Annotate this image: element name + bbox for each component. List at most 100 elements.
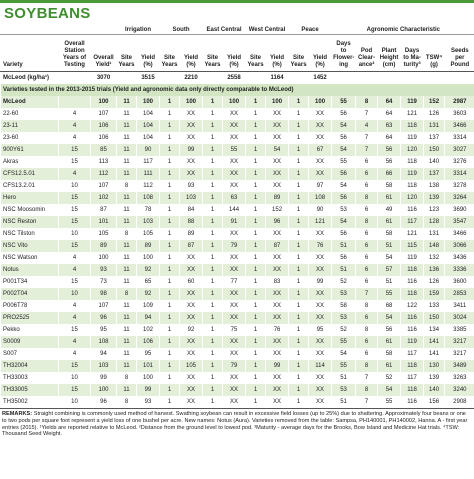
table-cell: XX (265, 132, 289, 144)
section-row: Varieties tested in the 2013-2015 trials… (0, 84, 474, 96)
table-cell: 53 (331, 384, 356, 396)
reference-label: McLeod (kg/ha¹) (0, 71, 91, 84)
table-cell: XX (179, 108, 203, 120)
table-cell: 119 (400, 252, 424, 264)
table-cell: 1 (245, 204, 266, 216)
table-cell: 4 (58, 132, 91, 144)
table-cell: 100 (265, 96, 289, 108)
table-cell: 1 (159, 120, 180, 132)
table-cell: 56 (377, 144, 401, 156)
reference-value: 2558 (222, 71, 246, 84)
table-cell: XX (222, 264, 246, 276)
table-cell: 108 (135, 192, 160, 204)
table-cell: XX (308, 264, 332, 276)
table-cell: 6 (355, 348, 378, 360)
table-cell: 99 (135, 384, 160, 396)
table-cell: 6 (355, 228, 378, 240)
table-cell: 11 (116, 216, 137, 228)
table-cell: 1 (202, 192, 223, 204)
table-cell: 1 (288, 348, 309, 360)
table-cell: 89 (135, 240, 160, 252)
table-cell: 1 (159, 336, 180, 348)
reference-value: 1164 (265, 71, 289, 84)
table-cell: XX (265, 168, 289, 180)
table-cell: 1 (245, 192, 266, 204)
table-cell: 1 (245, 288, 266, 300)
table-cell: 1 (245, 228, 266, 240)
table-cell: 1 (288, 396, 309, 408)
table-cell: 6 (355, 264, 378, 276)
table-cell: 121 (308, 216, 332, 228)
table-cell: 1 (159, 240, 180, 252)
table-cell: 11 (116, 360, 137, 372)
table-cell: 94 (135, 312, 160, 324)
table-cell: 1 (159, 156, 180, 168)
variety-name: TH35002 (0, 396, 59, 408)
table-cell: XX (265, 300, 289, 312)
table-cell: XX (308, 252, 332, 264)
table-cell: 3489 (444, 360, 474, 372)
empty-cell (355, 71, 378, 84)
table-cell: XX (179, 300, 203, 312)
variety-name: 22-60 (0, 108, 59, 120)
column-header: Site Years (159, 34, 180, 72)
table-cell: 1 (245, 216, 266, 228)
table-row: TH35002 10 96 8 93 1 XX 1 XX 1 XX 1 XX 51 7 55 116 156 290… (0, 396, 474, 408)
table-cell: 51 (377, 276, 401, 288)
column-header: Plant Height (cm) (377, 34, 401, 72)
table-cell: 1 (245, 396, 266, 408)
table-cell: 3264 (444, 192, 474, 204)
table-cell: 61 (377, 216, 401, 228)
variety-name: PRO2525 (0, 312, 59, 324)
reference-value: 1452 (308, 71, 332, 84)
table-cell: 11 (116, 276, 137, 288)
table-cell: XX (222, 336, 246, 348)
table-cell: 103 (179, 192, 203, 204)
table-cell: 126 (423, 108, 445, 120)
table-cell: 106 (90, 120, 117, 132)
table-cell: 65 (135, 276, 160, 288)
table-cell: 105 (135, 228, 160, 240)
table-cell: 57 (377, 264, 401, 276)
table-cell: 136 (423, 264, 445, 276)
table-cell: 6 (355, 252, 378, 264)
table-cell: 1 (159, 204, 180, 216)
table-cell: 88 (179, 216, 203, 228)
table-cell: 97 (308, 180, 332, 192)
table-cell: 1 (288, 96, 309, 108)
table-cell: XX (222, 180, 246, 192)
table-cell: 15 (58, 360, 91, 372)
table-cell: 101 (90, 216, 117, 228)
table-cell: 1 (202, 252, 223, 264)
table-cell: 1 (288, 180, 309, 192)
table-cell: 11 (116, 108, 137, 120)
table-cell: 112 (135, 180, 160, 192)
table-cell: 6 (355, 180, 378, 192)
table-cell: 11 (116, 132, 137, 144)
table-cell: 1 (245, 276, 266, 288)
table-cell: 1 (202, 204, 223, 216)
table-cell: 3240 (444, 384, 474, 396)
table-cell: 117 (400, 216, 424, 228)
table-cell: 56 (331, 192, 356, 204)
table-cell: 3690 (444, 204, 474, 216)
table-cell: XX (179, 372, 203, 384)
group-header: East Central (202, 23, 246, 35)
table-cell: 11 (116, 264, 137, 276)
column-header: Yield (%) (308, 34, 332, 72)
table-cell: 119 (400, 132, 424, 144)
table-cell: 11 (116, 312, 137, 324)
group-header-row: Irrigation South East Central West Central P… (0, 23, 474, 35)
table-cell: 150 (423, 312, 445, 324)
table-cell: 1 (288, 204, 309, 216)
table-cell: 140 (423, 384, 445, 396)
table-cell: 93 (90, 264, 117, 276)
table-cell: 95 (135, 348, 160, 360)
table-cell: 79 (222, 240, 246, 252)
table-cell: 11 (116, 336, 137, 348)
table-cell: XX (222, 348, 246, 360)
table-cell: 64 (377, 132, 401, 144)
table-cell: 100 (222, 96, 246, 108)
table-cell: 3547 (444, 216, 474, 228)
table-cell: 109 (135, 300, 160, 312)
